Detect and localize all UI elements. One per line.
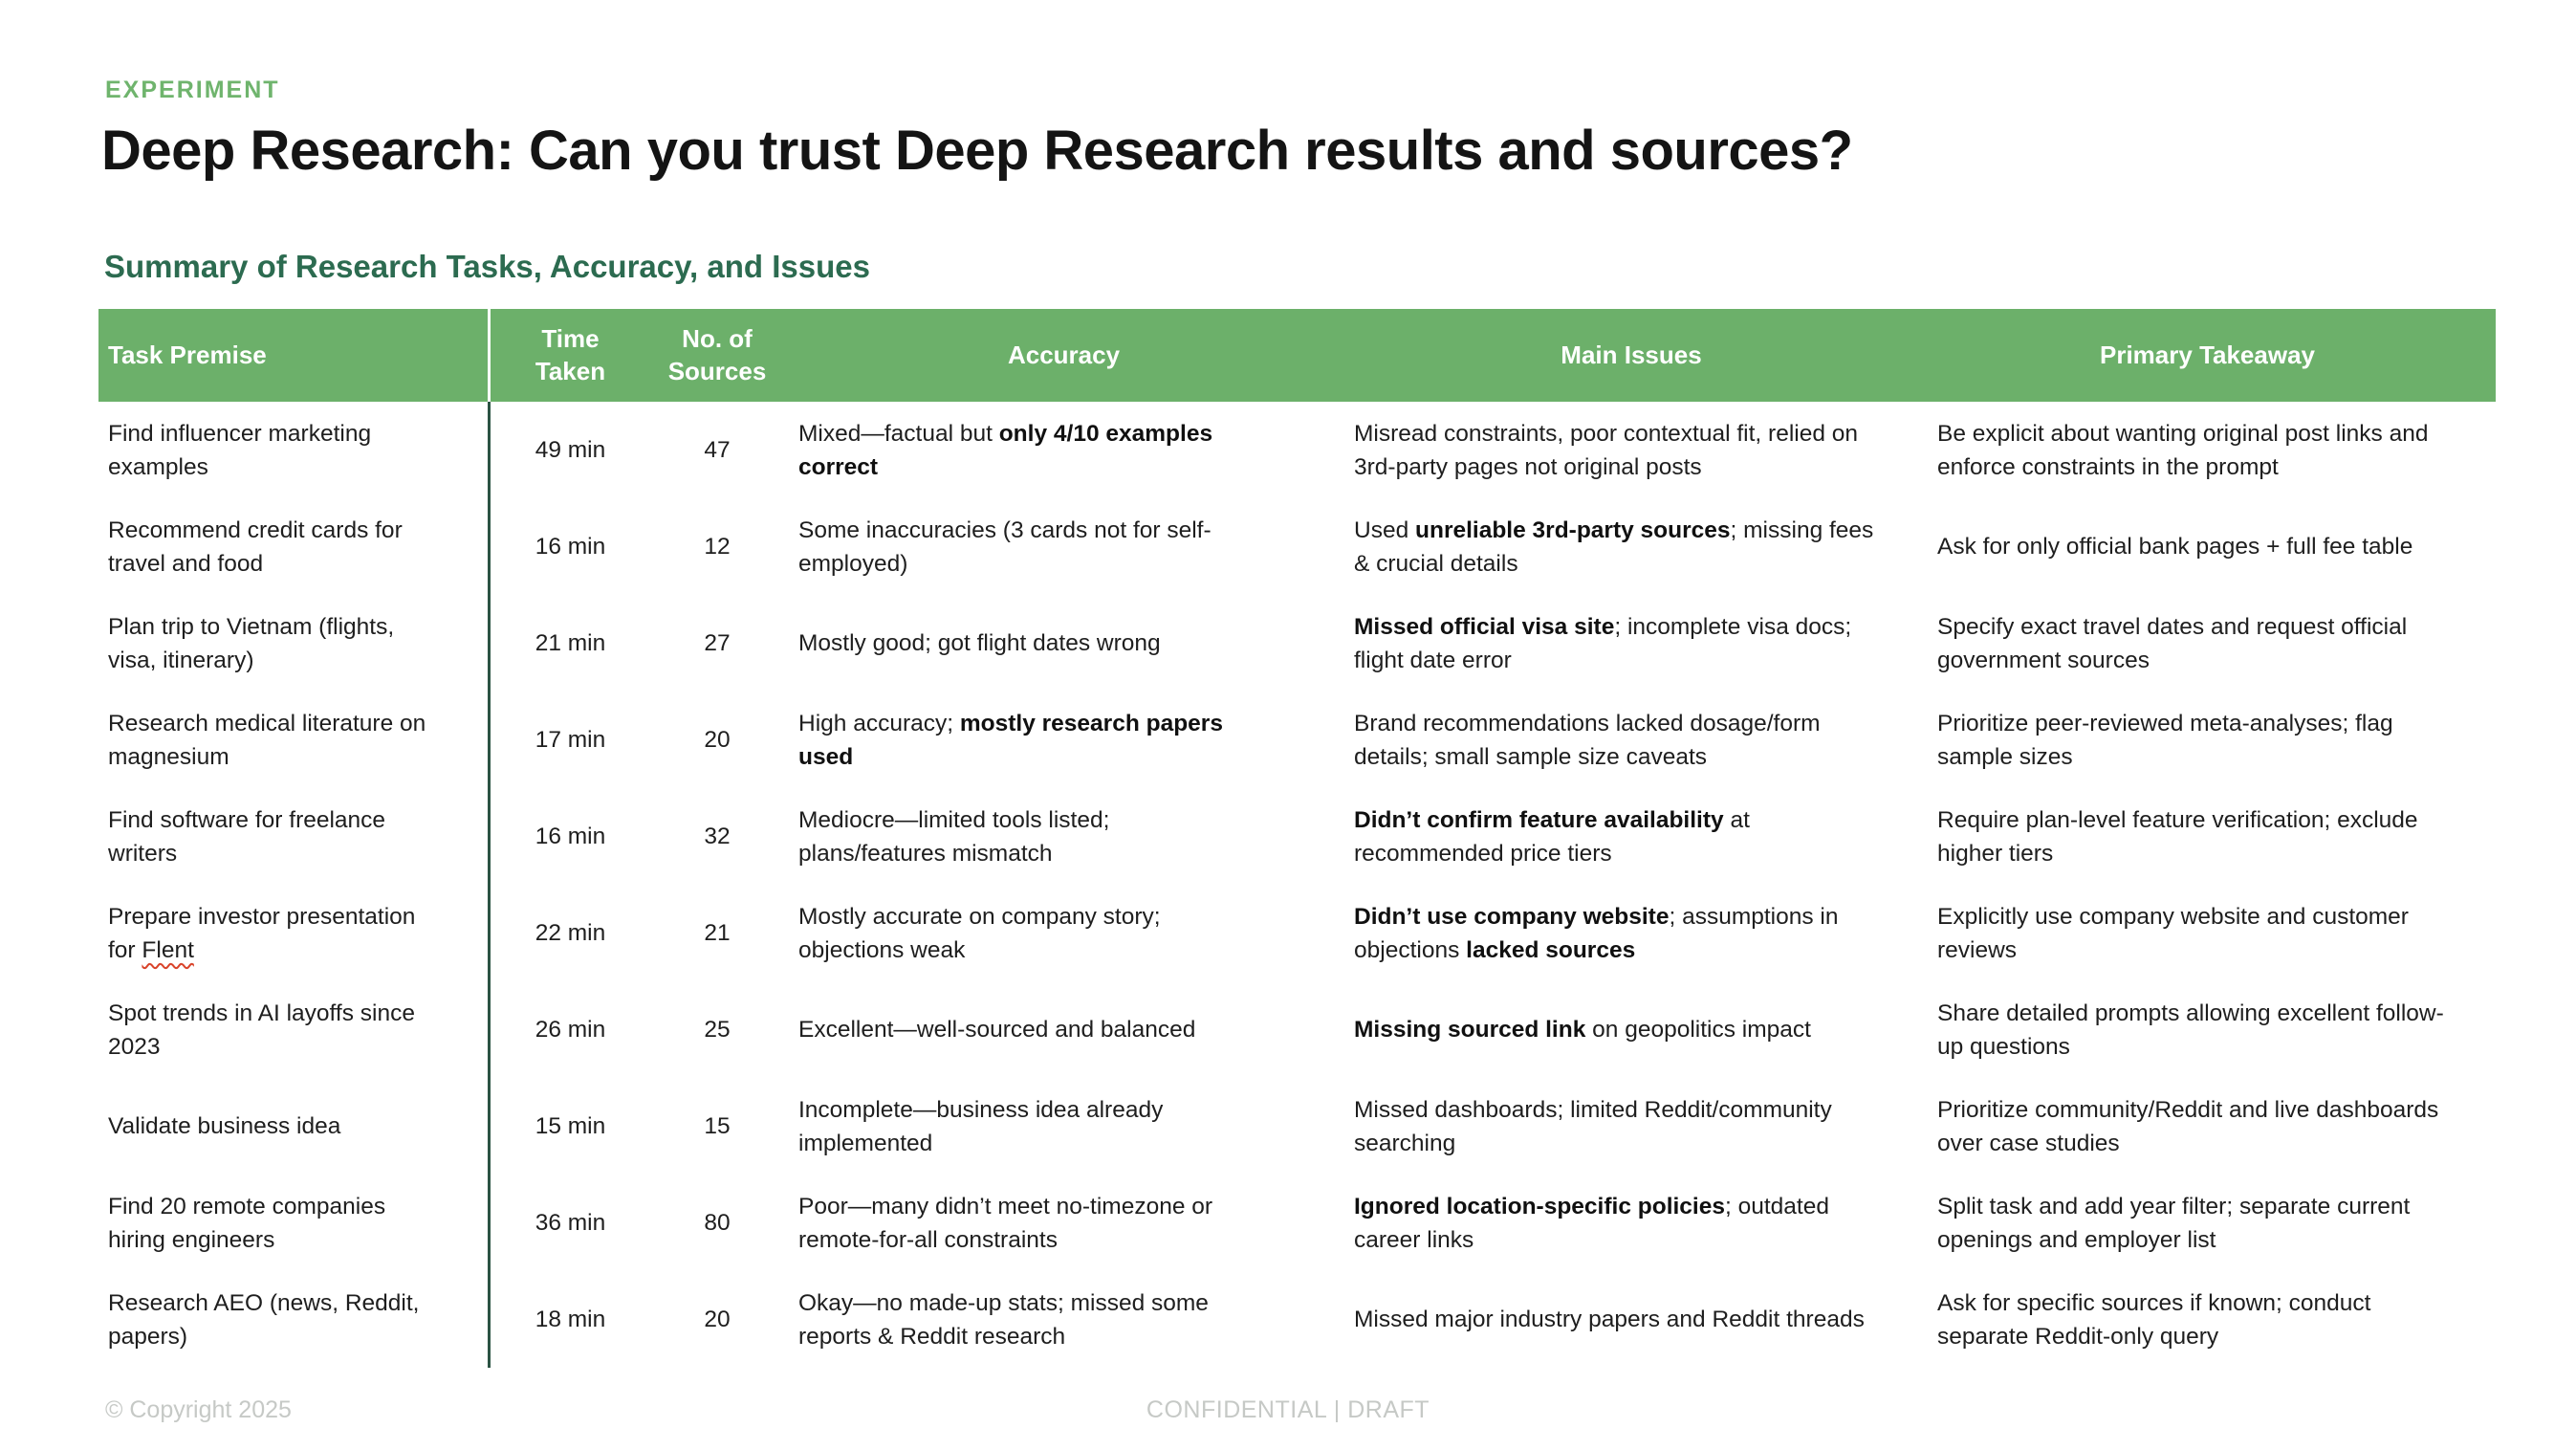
cell-sources: 80 (704, 1210, 731, 1236)
cell-issues: Ignored location-specific policies; outd… (1354, 1193, 1829, 1253)
cell-accuracy: Poor—many didn’t meet no-timezone or rem… (798, 1193, 1213, 1253)
cell-accuracy: Okay—no made-up stats; missed some repor… (798, 1289, 1209, 1350)
cell-premise: Research medical literature on magnesium (98, 692, 491, 788)
cell-issues: Missed official visa site; incomplete vi… (1354, 613, 1852, 673)
cell-sources: 15 (704, 1113, 731, 1139)
column-header-accuracy: Accuracy (1007, 340, 1121, 369)
cell-premise: Prepare investor presentation for Flent (98, 885, 491, 981)
cell-time: 17 min (535, 727, 606, 753)
cell-premise: Validate business idea (98, 1078, 491, 1175)
cell-accuracy: Mediocre—limited tools listed; plans/fea… (798, 806, 1110, 867)
cell-takeaway: Ask for only official bank pages + full … (1937, 534, 2413, 560)
cell-issues: Missed dashboards; limited Reddit/commun… (1354, 1096, 1832, 1156)
cell-premise: Recommend credit cards for travel and fo… (98, 498, 491, 595)
cell-issues: Used unreliable 3rd-party sources; missi… (1354, 516, 1874, 577)
cell-sources: 20 (704, 727, 731, 753)
table-header: Task Premise Time Taken No. of Sources A… (98, 309, 2496, 402)
confidential-text: CONFIDENTIAL | DRAFT (1146, 1396, 1430, 1423)
cell-accuracy: High accuracy; mostly research papers us… (798, 710, 1223, 770)
table-row: Find software for freelance writers 16 mi… (98, 788, 2496, 885)
cell-premise: Research AEO (news, Reddit, papers) (98, 1271, 491, 1368)
cell-accuracy: Incomplete—business idea already impleme… (798, 1096, 1164, 1156)
cell-time: 16 min (535, 824, 606, 849)
cell-time: 26 min (535, 1017, 606, 1043)
page-title: Deep Research: Can you trust Deep Resear… (101, 120, 1853, 182)
table-caption: Summary of Research Tasks, Accuracy, and… (104, 249, 870, 284)
cell-sources: 21 (704, 920, 731, 946)
cell-accuracy: Some inaccuracies (3 cards not for self-… (798, 516, 1212, 577)
cell-takeaway: Prioritize community/Reddit and live das… (1937, 1096, 2439, 1156)
column-header-task-premise: Task Premise (98, 309, 491, 402)
table-row: Recommend credit cards for travel and fo… (98, 498, 2496, 595)
cell-time: 16 min (535, 534, 606, 560)
table-row: Find 20 remote companies hiring engineer… (98, 1175, 2496, 1271)
eyebrow-label: EXPERIMENT (105, 77, 280, 103)
cell-issues: Brand recommendations lacked dosage/form… (1354, 710, 1821, 770)
summary-table: Task Premise Time Taken No. of Sources A… (98, 309, 2496, 1368)
table-row: Validate business idea 15 min 15 Incomplete… (98, 1078, 2496, 1175)
cell-premise: Find influencer marketing examples (98, 402, 491, 498)
cell-takeaway: Specify exact travel dates and request o… (1937, 613, 2408, 673)
cell-issues: Missed major industry papers and Reddit … (1354, 1307, 1865, 1332)
cell-issues: Didn’t confirm feature availability at r… (1354, 806, 1750, 867)
cell-time: 49 min (535, 437, 606, 463)
misspelled-word: Flent (142, 936, 194, 963)
cell-accuracy: Mostly good; got flight dates wrong (798, 630, 1161, 656)
table-row: Plan trip to Vietnam (flights, visa, iti… (98, 595, 2496, 692)
cell-takeaway: Share detailed prompts allowing excellen… (1937, 1000, 2444, 1060)
cell-premise: Find 20 remote companies hiring engineer… (98, 1175, 491, 1271)
cell-issues: Didn’t use company website; assumptions … (1354, 903, 1839, 963)
cell-premise: Find software for freelance writers (98, 788, 491, 885)
cell-takeaway: Be explicit about wanting original post … (1937, 420, 2429, 480)
table-row: Research medical literature on magnesium… (98, 692, 2496, 788)
table-body: Find influencer marketing examples 49 min… (98, 402, 2496, 1368)
table-row: Research AEO (news, Reddit, papers) 18 mi… (98, 1271, 2496, 1368)
cell-accuracy: Excellent—well-sourced and balanced (798, 1017, 1196, 1043)
column-header-main-issues: Main Issues (1561, 340, 1702, 369)
cell-time: 22 min (535, 920, 606, 946)
table-row: Spot trends in AI layoffs since 2023 26 m… (98, 981, 2496, 1078)
cell-takeaway: Require plan-level feature verification;… (1937, 806, 2418, 867)
table-row: Prepare investor presentation for Flent 2… (98, 885, 2496, 981)
cell-sources: 25 (704, 1017, 731, 1043)
cell-sources: 27 (704, 630, 731, 656)
column-header-primary-takeaway: Primary Takeaway (2100, 340, 2315, 369)
cell-sources: 47 (704, 437, 731, 463)
copyright-text: © Copyright 2025 (105, 1396, 292, 1423)
cell-premise: Plan trip to Vietnam (flights, visa, iti… (98, 595, 491, 692)
table-row: Find influencer marketing examples 49 min… (98, 402, 2496, 498)
cell-time: 15 min (535, 1113, 606, 1139)
cell-time: 18 min (535, 1307, 606, 1332)
cell-time: 21 min (535, 630, 606, 656)
cell-sources: 12 (704, 534, 731, 560)
cell-accuracy: Mixed—factual but only 4/10 examples cor… (798, 420, 1213, 480)
cell-time: 36 min (535, 1210, 606, 1236)
column-header-no-of-sources: No. of Sources (667, 323, 767, 385)
cell-premise: Spot trends in AI layoffs since 2023 (98, 981, 491, 1078)
cell-takeaway: Split task and add year filter; separate… (1937, 1193, 2411, 1253)
cell-accuracy: Mostly accurate on company story; object… (798, 903, 1161, 963)
cell-takeaway: Ask for specific sources if known; condu… (1937, 1289, 2371, 1350)
cell-takeaway: Explicitly use company website and custo… (1937, 903, 2409, 963)
cell-takeaway: Prioritize peer-reviewed meta-analyses; … (1937, 710, 2393, 770)
cell-sources: 32 (704, 824, 731, 849)
cell-issues: Missing sourced link on geopolitics impa… (1354, 1017, 1811, 1043)
cell-issues: Misread constraints, poor contextual fit… (1354, 420, 1859, 480)
cell-sources: 20 (704, 1307, 731, 1332)
column-header-time-taken: Time Taken (535, 323, 606, 385)
